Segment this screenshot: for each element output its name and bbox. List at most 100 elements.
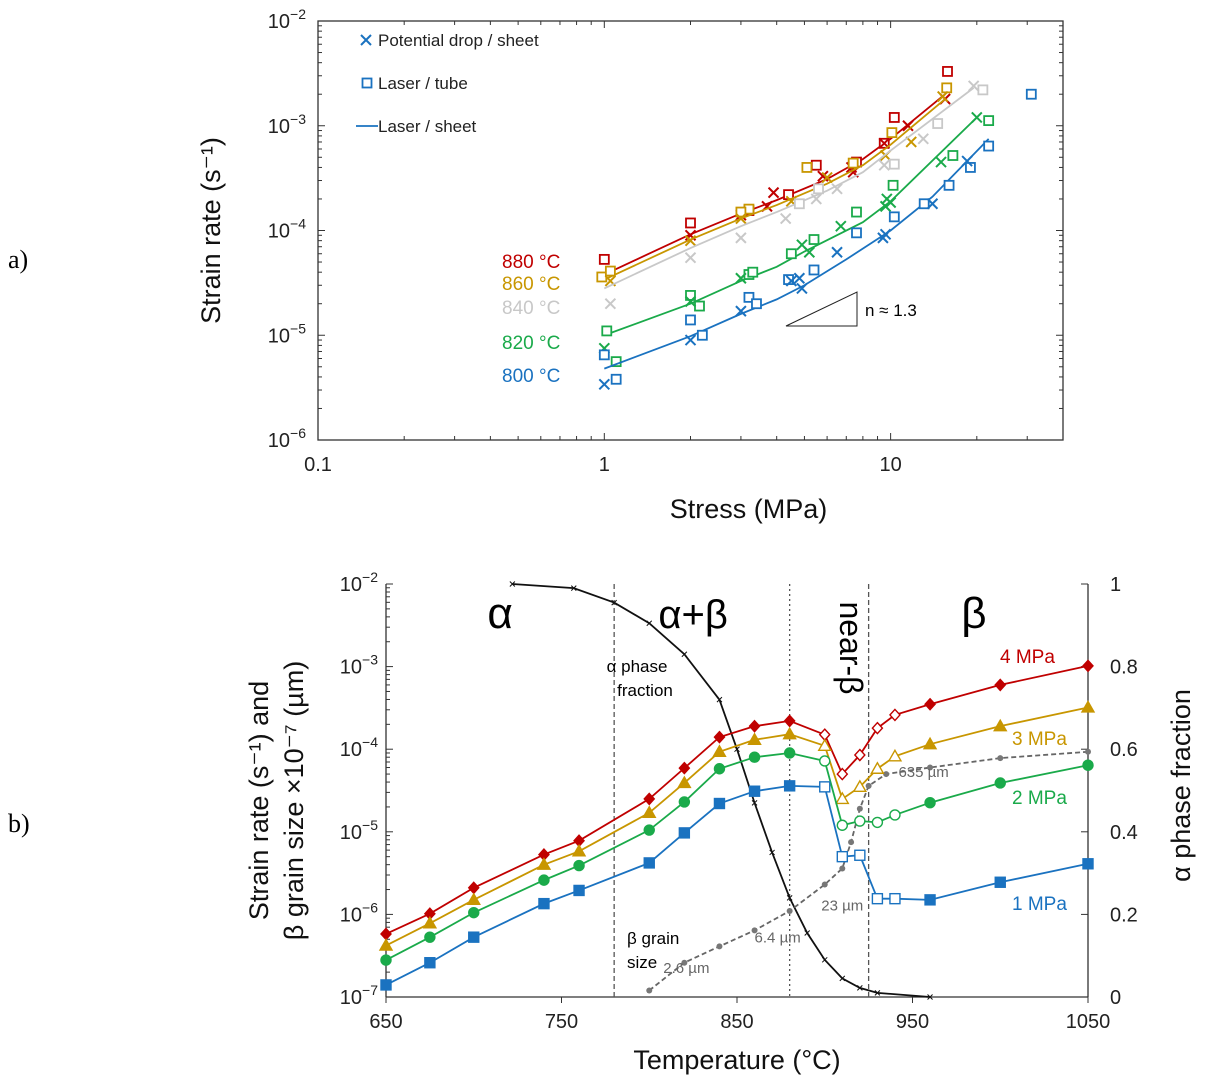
series-point-b xyxy=(993,718,1008,732)
alpha-fraction-point xyxy=(839,975,846,982)
panel-label-b: b) xyxy=(8,809,30,838)
square-point-a xyxy=(808,264,820,276)
cross-point-a xyxy=(926,198,939,210)
beta-grain-annotation: 23 µm xyxy=(821,897,863,914)
alpha-fraction-point xyxy=(769,849,775,856)
series-point-b xyxy=(1080,700,1096,713)
phase-label: α xyxy=(487,589,512,638)
series-point-b xyxy=(871,816,884,829)
series-point-b xyxy=(924,797,936,809)
beta-grain-point xyxy=(786,907,793,914)
series-point-b xyxy=(836,850,848,863)
square-point-a xyxy=(751,298,762,310)
cross-point-a xyxy=(935,156,947,168)
series-point-b xyxy=(422,915,438,929)
alpha-fraction-point xyxy=(646,620,653,627)
cross-point-a xyxy=(735,212,747,225)
series-point-b xyxy=(467,881,480,895)
cross-point-a xyxy=(821,171,833,184)
series-point-b xyxy=(819,755,831,767)
y-tick-label-a: 10−6 xyxy=(268,425,306,452)
cross-point-a xyxy=(684,234,697,247)
cross-point-a xyxy=(684,251,697,264)
y-tick-label-b-base: 10 xyxy=(340,739,362,761)
series-point-b xyxy=(643,792,656,806)
series-b-2: 2 MPa xyxy=(380,747,1094,966)
x-tick-label-b: 650 xyxy=(369,1011,402,1033)
beta-grain-point xyxy=(997,755,1004,762)
y-tick-label-a-base: 10 xyxy=(268,325,290,347)
series-point-b xyxy=(924,697,936,711)
square-point-a xyxy=(932,118,944,129)
series-point-b xyxy=(835,791,850,805)
beta-grain-point xyxy=(716,943,723,950)
alpha-fraction-point xyxy=(681,651,688,658)
cross-point-a xyxy=(902,120,914,132)
series-label-b: 3 MPa xyxy=(1012,729,1067,750)
y2-tick-label-b: 0.6 xyxy=(1110,739,1138,761)
cross-point-a xyxy=(810,193,822,205)
square-point-a xyxy=(685,290,696,301)
series-point-b xyxy=(924,894,936,906)
series-point-b xyxy=(852,779,868,793)
phase-label: β xyxy=(961,589,986,638)
y2-tick-label-b: 0.4 xyxy=(1110,822,1138,844)
cross-point-a xyxy=(961,155,973,167)
series-point-b xyxy=(713,797,726,810)
y-tick-label-a: 10−5 xyxy=(268,320,306,347)
series-point-b xyxy=(836,819,848,831)
series-point-b xyxy=(380,927,392,941)
square-point-a xyxy=(601,325,613,337)
y-tick-label-a: 10−3 xyxy=(268,111,306,138)
alpha-fraction-point xyxy=(751,800,758,806)
series-line-b xyxy=(385,752,1089,961)
cross-point-a xyxy=(971,111,983,124)
square-point-a xyxy=(810,159,822,171)
square-point-a xyxy=(918,198,930,210)
square-point-a xyxy=(610,373,622,385)
x-axis-title-a: Stress (MPa) xyxy=(670,494,828,524)
series-point-b xyxy=(538,874,550,886)
series-point-b xyxy=(1082,659,1094,673)
series-point-b xyxy=(782,726,797,740)
series-point-b xyxy=(922,736,938,750)
square-point-a xyxy=(983,115,995,126)
x-tick-label-a: 1 xyxy=(599,454,610,476)
series-label-a: 840 °C xyxy=(502,298,560,319)
y-tick-label-a-exp: −3 xyxy=(290,111,306,127)
alpha-fraction-point xyxy=(856,985,863,991)
square-point-a xyxy=(965,162,976,173)
square-point-a xyxy=(735,206,747,218)
series-point-b xyxy=(747,732,762,745)
series-a-0: 880 °C xyxy=(502,66,953,276)
cross-point-a xyxy=(684,334,697,346)
series-label-a: 880 °C xyxy=(502,252,560,273)
alpha-fraction-point xyxy=(734,746,740,753)
cross-point-a xyxy=(917,133,929,145)
beta-grain-annotation: 635 µm xyxy=(898,764,948,781)
square-point-a xyxy=(941,82,953,94)
y-tick-label-a-exp: −6 xyxy=(290,425,306,441)
series-point-b xyxy=(889,892,901,905)
y2-tick-label-b: 0.2 xyxy=(1110,904,1138,926)
square-point-a xyxy=(808,234,820,245)
cross-point-a xyxy=(604,298,617,310)
square-point-a xyxy=(785,248,797,260)
square-point-a xyxy=(598,253,610,265)
y-tick-label-a-exp: −2 xyxy=(290,6,306,22)
y2-tick-label-b: 0.8 xyxy=(1110,657,1138,679)
square-point-a xyxy=(888,158,900,170)
series-point-b xyxy=(871,721,884,735)
cross-point-a xyxy=(785,275,798,287)
alpha-fraction-point xyxy=(927,994,933,1000)
cross-point-a xyxy=(735,305,747,317)
square-point-a xyxy=(1025,88,1037,100)
phase-label: near-β xyxy=(833,601,869,694)
slope-triangle xyxy=(785,291,858,327)
square-point-a xyxy=(977,84,989,96)
chart-b-temperature-strain-rate: 650 750 850 950 105010−710−610−510−410−310−2… xyxy=(244,569,1196,1075)
series-a-2: 840 °C xyxy=(502,80,989,319)
series-point-b xyxy=(678,796,691,808)
y-tick-label-b: 10−7 xyxy=(340,982,378,1009)
series-point-b xyxy=(817,738,832,751)
